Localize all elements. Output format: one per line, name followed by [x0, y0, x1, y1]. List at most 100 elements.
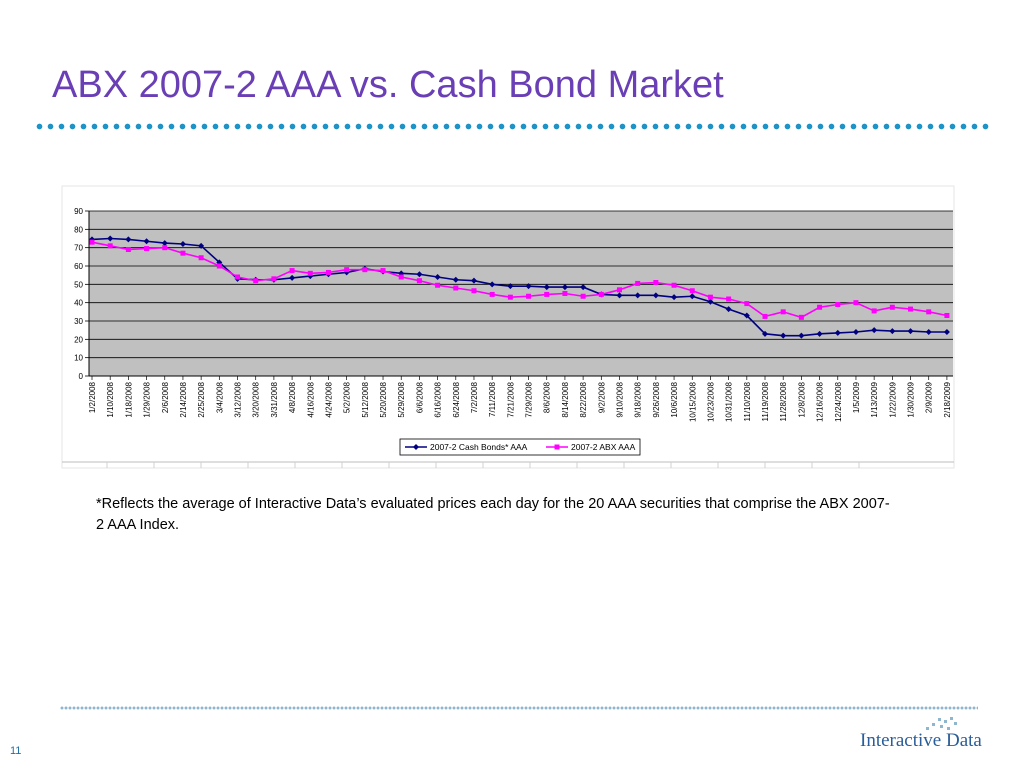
x-tick-label: 7/11/2008 [488, 381, 497, 417]
x-tick-label: 10/15/2008 [688, 381, 697, 422]
abx-point [689, 288, 695, 294]
cash-bonds-point [434, 274, 441, 280]
abx-point [726, 296, 732, 302]
abx-point [653, 280, 659, 285]
abx-point [762, 313, 768, 319]
x-tick-label: 3/20/2008 [252, 381, 261, 417]
x-tick-label: 9/18/2008 [634, 381, 643, 417]
abx-point [144, 246, 150, 252]
cash-bonds-point [361, 265, 368, 272]
cash-bonds-point [798, 332, 805, 339]
page-number: 11 [10, 745, 22, 757]
cash-bonds-point [907, 328, 914, 335]
cash-bonds-point [489, 281, 496, 288]
x-tick-label: 6/6/2008 [415, 381, 424, 413]
x-tick-label: 11/10/2008 [743, 381, 752, 421]
cash-bonds-point [689, 293, 696, 300]
abx-point [817, 304, 823, 310]
cash-bonds-point [416, 271, 423, 278]
cash-bonds-point [380, 268, 387, 275]
x-tick-label: 9/2/2008 [597, 381, 606, 413]
abx-point [871, 308, 877, 314]
x-tick-label: 8/6/2008 [543, 381, 552, 413]
x-tick-label: 8/22/2008 [579, 381, 588, 417]
x-tick-label: 6/24/2008 [452, 381, 461, 417]
abx-point [526, 293, 532, 299]
abx-point [344, 267, 350, 273]
cash-bonds-point [179, 241, 186, 247]
x-tick-label: 2/14/2008 [179, 381, 188, 417]
abx-point [889, 304, 895, 310]
cash-bonds-point [307, 273, 314, 280]
cash-bonds-point [289, 274, 296, 281]
abx-point [180, 250, 186, 256]
x-tick-label: 5/29/2008 [397, 381, 406, 417]
legend [399, 438, 641, 456]
abx-point [908, 306, 914, 312]
abx-point [798, 314, 804, 320]
cash-bonds-point [125, 236, 132, 243]
abx-point [544, 291, 550, 297]
cash-bonds-point [507, 283, 514, 290]
cash-bonds-point [725, 306, 732, 313]
logo-dots-icon [926, 717, 957, 730]
abx-line [91, 241, 948, 319]
abx-point [507, 294, 513, 300]
x-tick-label: 1/10/2008 [106, 381, 115, 417]
cash-bonds-point [325, 271, 332, 278]
abx-point [398, 274, 404, 280]
x-tick-label: 12/24/2008 [834, 381, 843, 422]
abx-point [198, 255, 204, 261]
cash-bonds-point [871, 327, 878, 334]
footer-dotted-rule [60, 706, 978, 710]
abx-point [671, 282, 677, 288]
title-dotted-rule [34, 123, 992, 130]
y-tick-label: 20 [74, 335, 83, 344]
x-tick-label: 3/31/2008 [270, 381, 279, 417]
cash-bonds-point [762, 330, 769, 337]
abx-point [780, 309, 786, 315]
y-tick-label: 30 [74, 317, 83, 326]
cash-bonds-point [143, 238, 150, 245]
cash-bonds-point [943, 329, 950, 335]
x-tick-label: 9/26/2008 [652, 381, 661, 417]
x-tick-label: 4/16/2008 [306, 381, 315, 417]
cash-bonds-point [671, 294, 678, 301]
x-tick-label: 1/29/2008 [143, 381, 152, 417]
abx-point [489, 291, 495, 297]
abx-point [107, 243, 113, 249]
x-tick-label: 8/14/2008 [561, 381, 570, 417]
abx-point [926, 309, 932, 315]
abx-point [598, 291, 604, 297]
x-tick-label: 9/10/2008 [615, 381, 624, 417]
x-tick-label: 2/9/2009 [925, 381, 934, 413]
x-tick-label: 6/16/2008 [434, 381, 443, 417]
x-tick-label: 7/21/2008 [506, 381, 515, 417]
x-tick-label: 3/12/2008 [234, 381, 243, 417]
y-tick-label: 70 [74, 244, 83, 253]
cash-bonds-point [598, 291, 605, 298]
abx-point [744, 301, 750, 307]
y-tick-label: 80 [74, 225, 83, 234]
abx-point [380, 268, 386, 274]
cash-bonds-point [525, 283, 532, 290]
abx-point [435, 282, 441, 288]
abx-point [271, 276, 277, 282]
x-tick-label: 2/6/2008 [161, 381, 170, 413]
cash-bonds-point [889, 328, 896, 335]
x-tick-label: 10/31/2008 [725, 381, 734, 422]
abx-point [125, 247, 131, 252]
abx-point [944, 313, 950, 318]
abx-point [216, 263, 222, 269]
cash-bonds-point [580, 284, 587, 291]
cash-bonds-point [343, 269, 350, 276]
cash-bonds-point [216, 259, 223, 266]
abx-point [289, 268, 295, 274]
legend-marker [413, 444, 419, 450]
x-tick-label: 4/24/2008 [324, 381, 333, 417]
x-tick-label: 11/28/2008 [779, 381, 788, 421]
y-tick-label: 40 [74, 299, 83, 308]
abx-point [453, 285, 459, 291]
abx-point [235, 274, 241, 280]
abx-point [853, 300, 859, 306]
